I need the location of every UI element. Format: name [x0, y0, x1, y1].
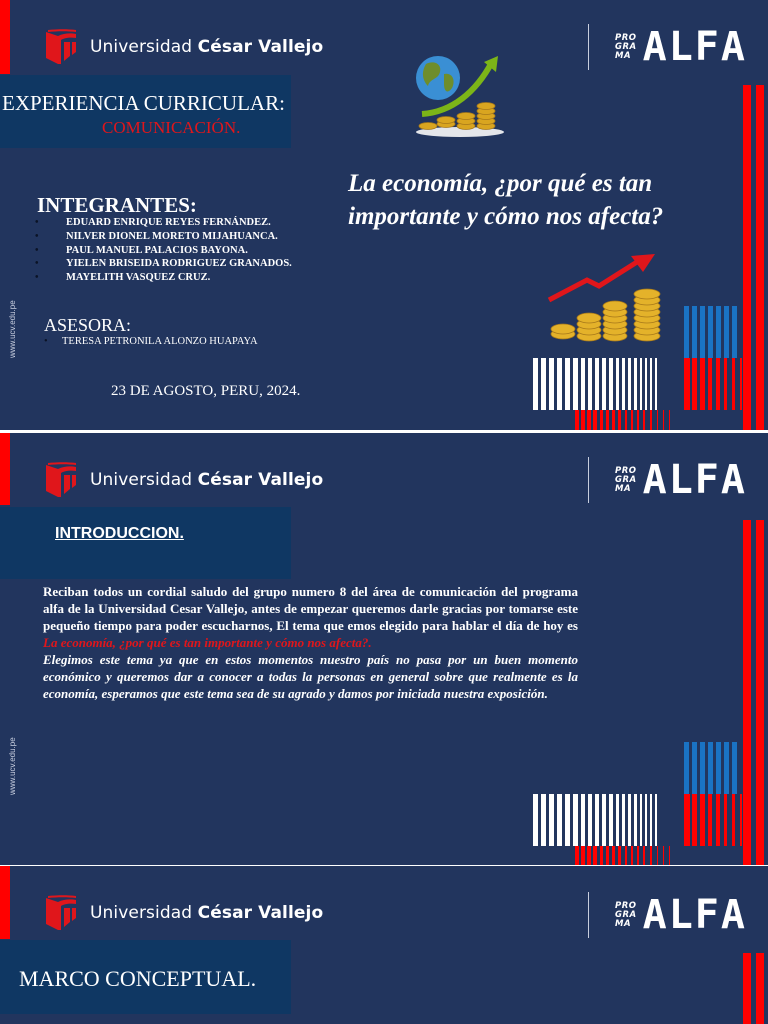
- red-accent-tab: [0, 866, 10, 939]
- programa-alfa-logo: PRO GRA MA ALFA: [588, 892, 747, 938]
- red-vertical-stripe: [743, 953, 751, 1024]
- presentation-date: 23 DE AGOSTO, PERU, 2024.: [111, 383, 301, 399]
- programa-label-line: GRA: [615, 909, 637, 920]
- red-accent-tab: [0, 433, 10, 505]
- white-barcode-decoration: [533, 358, 660, 410]
- ucv-name: Universidad César Vallejo: [90, 903, 323, 923]
- ucv-name-bold: César Vallejo: [197, 470, 324, 490]
- logo-divider: [588, 24, 589, 70]
- ucv-shield-icon: [46, 29, 76, 64]
- members-list: EDUARD ENRIQUE REYES FERNÁNDEZ. NILVER D…: [35, 216, 292, 285]
- programa-label: PRO GRA MA: [615, 32, 637, 61]
- programa-label-line: MA: [615, 918, 632, 929]
- member-item: YIELEN BRISEIDA RODRIGUEZ GRANADOS.: [35, 257, 292, 271]
- programa-label: PRO GRA MA: [615, 900, 637, 929]
- slide-1-title[interactable]: Universidad César Vallejo PRO GRA MA ALF…: [0, 0, 768, 430]
- ucv-logo: Universidad César Vallejo: [44, 894, 323, 932]
- intro-reason-text: Elegimos este tema ya que en estos momen…: [43, 652, 578, 701]
- intro-highlight-topic: La economía, ¿por qué es tan importante …: [43, 635, 372, 650]
- red-vertical-stripe: [756, 953, 764, 1024]
- slide-2-introduccion[interactable]: Universidad César Vallejo PRO GRA MA ALF…: [0, 433, 768, 865]
- programa-label-line: MA: [615, 50, 632, 61]
- advisor-name: TERESA PETRONILA ALONZO HUAPAYA: [44, 336, 258, 347]
- red-barcode-decoration: [684, 358, 742, 410]
- red-barcode-bottom-decoration: [575, 846, 670, 865]
- section-title: INTRODUCCION.: [55, 525, 184, 542]
- red-barcode-decoration: [684, 794, 742, 846]
- white-barcode-decoration: [533, 794, 660, 846]
- section-title-box: [0, 940, 291, 1014]
- slide-3-marco-conceptual[interactable]: Universidad César Vallejo PRO GRA MA ALF…: [0, 866, 768, 1024]
- ucv-shield-icon: [46, 895, 76, 930]
- ucv-name-bold: César Vallejo: [197, 903, 324, 923]
- presentation-question-title: La economía, ¿por qué es tan importante …: [348, 170, 664, 230]
- blue-barcode-decoration: [684, 742, 740, 794]
- programa-label-line: PRO: [615, 32, 637, 43]
- member-item: PAUL MANUEL PALACIOS BAYONA.: [35, 244, 292, 258]
- programa-label: PRO GRA MA: [615, 465, 637, 494]
- intro-text: Reciban todos un cordial saludo del grup…: [43, 584, 578, 633]
- programa-label-line: GRA: [615, 474, 637, 485]
- alfa-wordmark: ALFA: [642, 457, 747, 503]
- introduction-paragraph: Reciban todos un cordial saludo del grup…: [43, 583, 578, 702]
- member-item: EDUARD ENRIQUE REYES FERNÁNDEZ.: [35, 216, 292, 230]
- globe-coins-growth-icon: [416, 56, 504, 137]
- programa-label-line: PRO: [615, 900, 637, 911]
- blue-barcode-decoration: [684, 306, 740, 358]
- red-vertical-stripe: [756, 85, 764, 430]
- logo-divider: [588, 892, 589, 938]
- ucv-name-regular: Universidad: [90, 470, 198, 490]
- ucv-shield-icon: [46, 462, 76, 497]
- logo-divider: [588, 457, 589, 503]
- ucv-name-regular: Universidad: [90, 37, 198, 57]
- red-accent-tab: [0, 0, 10, 74]
- red-vertical-stripe: [743, 520, 751, 865]
- advisor-heading: ASESORA:: [44, 315, 132, 335]
- website-vertical-text: www.ucv.edu.pe: [8, 300, 17, 358]
- ucv-logo: Universidad César Vallejo: [44, 28, 323, 66]
- red-vertical-stripe: [756, 520, 764, 865]
- experience-label: EXPERIENCIA CURRICULAR:: [2, 91, 285, 115]
- section-title: MARCO CONCEPTUAL.: [19, 966, 257, 991]
- programa-label-line: MA: [615, 483, 632, 494]
- ucv-name-bold: César Vallejo: [197, 37, 324, 57]
- website-vertical-text: www.ucv.edu.pe: [8, 737, 17, 795]
- member-item: NILVER DIONEL MORETO MIJAHUANCA.: [35, 230, 292, 244]
- programa-alfa-logo: PRO GRA MA ALFA: [588, 24, 747, 70]
- section-title-box: [0, 507, 291, 579]
- experience-title-box: [0, 75, 291, 148]
- course-name: COMUNICACIÓN.: [102, 118, 241, 137]
- coins-red-arrow-icon: [547, 254, 661, 342]
- alfa-wordmark: ALFA: [642, 24, 747, 70]
- ucv-logo: Universidad César Vallejo: [44, 461, 323, 499]
- programa-alfa-logo: PRO GRA MA ALFA: [588, 457, 747, 503]
- ucv-name: Universidad César Vallejo: [90, 470, 323, 490]
- ucv-name: Universidad César Vallejo: [90, 37, 323, 57]
- alfa-wordmark: ALFA: [642, 892, 747, 938]
- programa-label-line: PRO: [615, 465, 637, 476]
- ucv-name-regular: Universidad: [90, 903, 198, 923]
- member-item: MAYELITH VASQUEZ CRUZ.: [35, 271, 292, 285]
- programa-label-line: GRA: [615, 41, 637, 52]
- red-barcode-bottom-decoration: [575, 410, 670, 430]
- members-heading: INTEGRANTES:: [37, 193, 197, 217]
- red-vertical-stripe: [743, 85, 751, 430]
